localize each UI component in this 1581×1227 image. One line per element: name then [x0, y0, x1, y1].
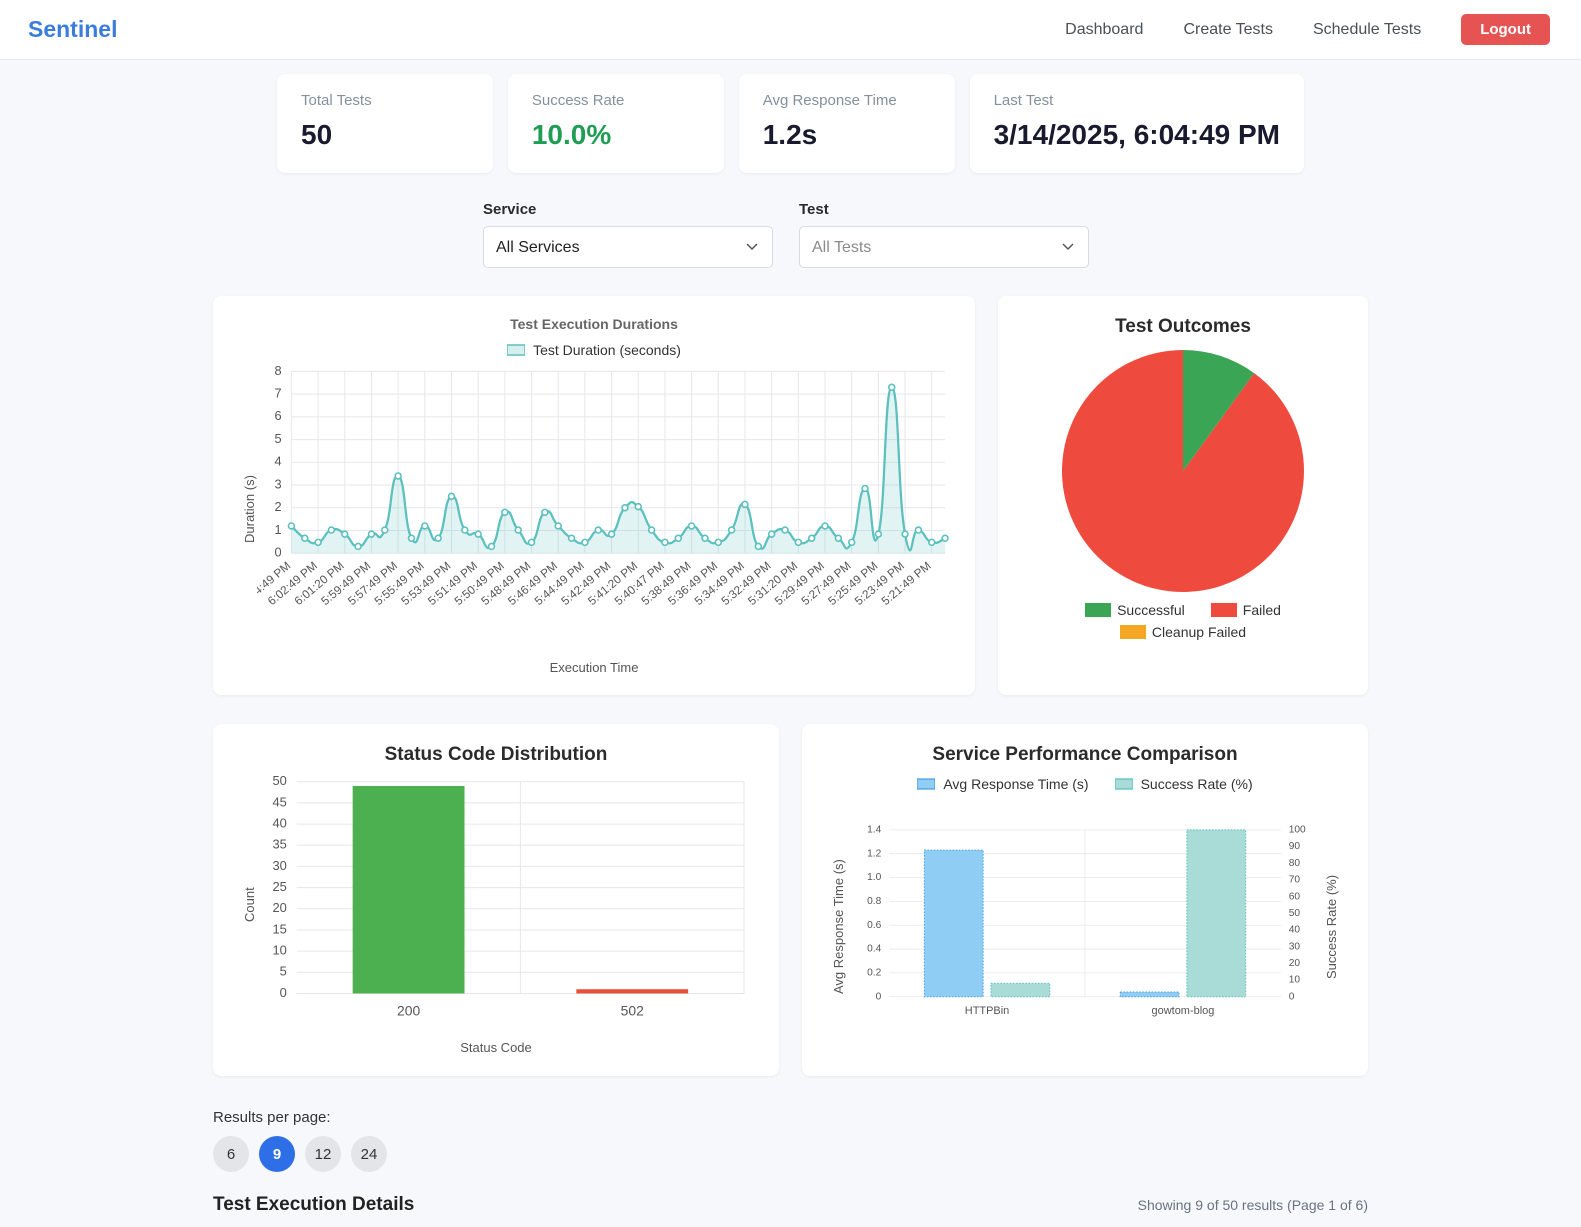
svg-text:0.4: 0.4: [867, 944, 881, 955]
svg-text:gowtom-blog: gowtom-blog: [1152, 1005, 1215, 1017]
svg-text:1: 1: [274, 522, 281, 537]
svg-text:1.0: 1.0: [867, 872, 881, 883]
svg-text:15: 15: [272, 921, 286, 936]
svg-text:0: 0: [876, 991, 882, 1002]
svg-text:30: 30: [272, 858, 286, 873]
svg-text:40: 40: [272, 815, 286, 830]
svg-text:50: 50: [1289, 908, 1301, 919]
svg-text:90: 90: [1289, 841, 1301, 852]
svg-text:5: 5: [274, 431, 281, 446]
svg-text:50: 50: [272, 776, 286, 788]
svg-text:8: 8: [274, 364, 281, 378]
svg-text:40: 40: [1289, 925, 1301, 936]
svg-text:HTTPBin: HTTPBin: [965, 1005, 1010, 1017]
svg-text:200: 200: [397, 1002, 420, 1018]
svg-text:7: 7: [274, 385, 281, 400]
svg-text:10: 10: [272, 943, 286, 958]
svg-text:45: 45: [272, 794, 286, 809]
svg-text:20: 20: [1289, 958, 1301, 969]
svg-text:2: 2: [274, 499, 281, 514]
svg-text:20: 20: [272, 900, 286, 915]
svg-text:1.4: 1.4: [867, 825, 881, 836]
svg-text:6: 6: [274, 408, 281, 423]
svg-text:0.2: 0.2: [867, 968, 881, 979]
svg-text:60: 60: [1289, 891, 1301, 902]
svg-text:35: 35: [272, 837, 286, 852]
svg-text:3: 3: [274, 476, 281, 491]
svg-text:70: 70: [1289, 875, 1301, 886]
svg-text:0: 0: [1289, 991, 1295, 1002]
svg-text:4: 4: [274, 454, 281, 469]
svg-text:10: 10: [1289, 975, 1301, 986]
svg-text:502: 502: [621, 1002, 644, 1018]
svg-text:100: 100: [1289, 825, 1306, 836]
svg-text:0.6: 0.6: [867, 920, 881, 931]
svg-text:0: 0: [274, 545, 281, 560]
svg-text:0.8: 0.8: [867, 896, 881, 907]
svg-text:80: 80: [1289, 858, 1301, 869]
svg-text:1.2: 1.2: [867, 848, 881, 859]
svg-text:30: 30: [1289, 941, 1301, 952]
svg-text:0: 0: [280, 985, 287, 1000]
svg-text:5: 5: [280, 964, 287, 979]
svg-text:25: 25: [272, 879, 286, 894]
